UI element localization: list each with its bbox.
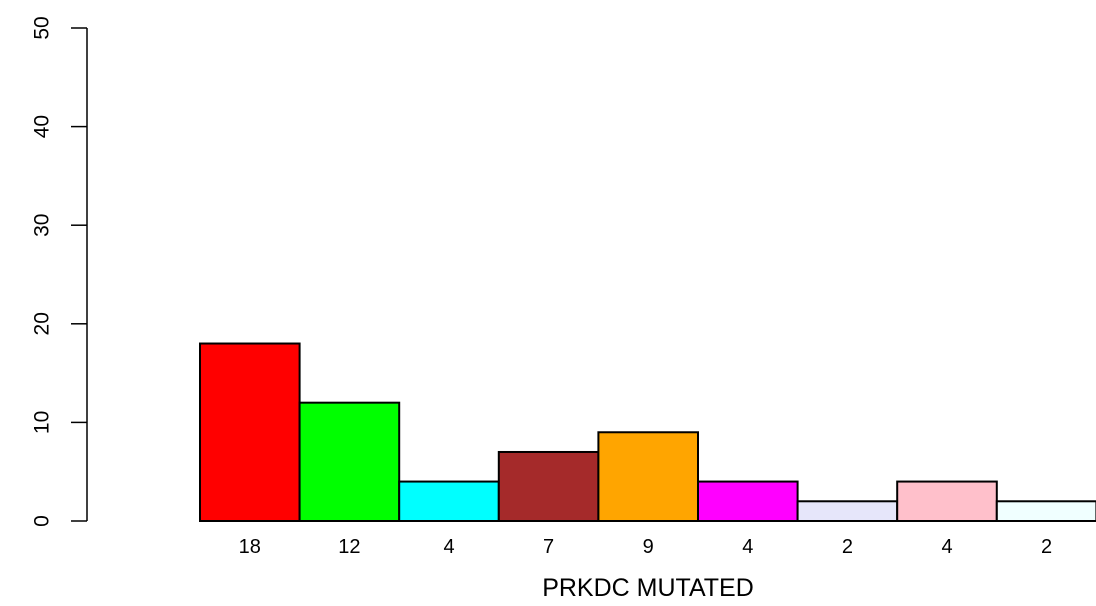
y-tick-label: 20: [31, 312, 54, 335]
y-axis: 0 10 20 30 40 50: [31, 16, 88, 527]
y-tick-label: 10: [31, 411, 54, 434]
y-tick-label: 40: [31, 115, 54, 138]
bars-group: [199, 342, 1096, 523]
bar: [398, 480, 500, 522]
bar-value-label: 12: [338, 536, 360, 558]
bar: [796, 500, 899, 522]
y-tick-label: 0: [31, 515, 54, 527]
y-tick-label: 30: [31, 214, 54, 237]
bar: [995, 500, 1096, 522]
bar-value-label: 18: [239, 536, 261, 558]
bar-value-label: 4: [742, 536, 753, 558]
bar: [497, 450, 600, 523]
bar: [896, 480, 998, 522]
y-tick-label: 50: [31, 16, 54, 39]
bar-value-label: 2: [1041, 536, 1052, 558]
bar-labels-group: 18 12 4 7 9 4 2 4 2: [239, 536, 1052, 558]
bar: [597, 431, 700, 523]
bar: [697, 480, 799, 522]
x-axis-label: PRKDC MUTATED: [542, 574, 754, 602]
bar: [298, 401, 401, 522]
bar-value-label: 2: [842, 536, 853, 558]
bar-value-label: 4: [941, 536, 952, 558]
bar-value-label: 4: [443, 536, 454, 558]
bar: [199, 342, 301, 522]
bar-value-label: 9: [643, 536, 654, 558]
bar-value-label: 7: [543, 536, 554, 558]
